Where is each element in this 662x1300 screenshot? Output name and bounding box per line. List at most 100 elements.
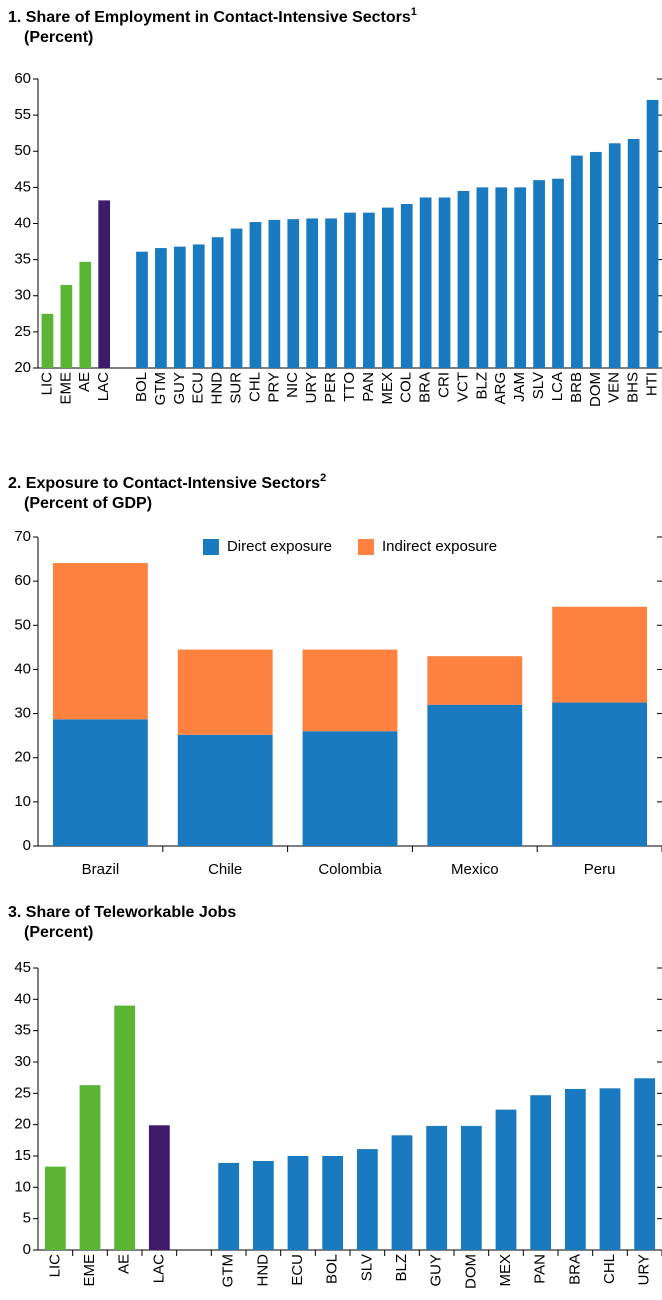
title-note: 1 (411, 6, 417, 18)
x-tick-label: MEX (379, 372, 396, 405)
bar-segment (52, 563, 148, 720)
bar (356, 1149, 378, 1250)
chart: 3. Share of Teleworkable Jobs (Percent) 0 5… (8, 904, 662, 1289)
chart-subtitle: (Percent of GDP) (24, 495, 152, 512)
bar (41, 313, 54, 368)
x-tick-label: Chile (208, 861, 242, 878)
bar (363, 212, 375, 368)
bar (419, 197, 432, 368)
bar (136, 251, 148, 368)
y-tick-label: 40 (14, 990, 31, 1007)
bar (98, 200, 111, 368)
bar (599, 1088, 621, 1250)
x-tick-label: SUR (228, 372, 245, 404)
x-tick-label: BRB (568, 372, 585, 403)
bar (495, 187, 508, 368)
x-tick-label: SLV (530, 372, 547, 399)
legend-label: Direct exposure (227, 538, 332, 555)
title-text: 3. Share of Teleworkable Jobs (8, 904, 236, 921)
x-tick-label: NIC (284, 372, 301, 398)
x-tick-label: BLZ (393, 1254, 410, 1282)
x-tick-label: PER (322, 372, 339, 403)
x-tick-label: CHL (246, 372, 263, 402)
y-tick-label: 60 (14, 572, 31, 589)
legend-swatch (202, 539, 219, 555)
x-tick-label: URY (303, 372, 320, 403)
legend: Direct exposure Indirect exposure (202, 538, 497, 555)
bar (533, 180, 545, 368)
x-tick-label: BOL (133, 372, 150, 402)
y-tick-label: 20 (14, 749, 31, 766)
x-tick-label: Peru (584, 861, 616, 878)
bar-segment (427, 704, 523, 846)
bar (287, 1156, 309, 1250)
bar (287, 219, 300, 368)
y-tick-label: 45 (14, 178, 31, 195)
x-tick-label: LAC (95, 372, 112, 401)
x-tick-label: Brazil (82, 861, 120, 878)
bar (400, 203, 413, 368)
chart: 2. Exposure to Contact-Intensive Sectors… (8, 472, 662, 878)
bar (646, 99, 659, 368)
bar (457, 190, 470, 368)
bar (564, 1088, 586, 1250)
bar (322, 1156, 344, 1250)
x-tick-label: TTO (341, 372, 358, 402)
y-tick-label: 50 (14, 142, 31, 159)
bar-segment (177, 734, 273, 846)
bar (60, 284, 73, 368)
y-tick-label: 30 (14, 705, 31, 722)
x-tick-label: Mexico (451, 861, 499, 878)
bar (249, 222, 262, 368)
x-tick-label: BRA (417, 372, 434, 403)
bar (476, 187, 489, 368)
x-tick-label: BLZ (473, 372, 490, 400)
y-tick-label: 10 (14, 793, 31, 810)
y-tick-label: 35 (14, 1022, 31, 1039)
x-tick-label: Colombia (318, 861, 382, 878)
x-tick-label: EME (57, 372, 74, 405)
y-tick-label: 60 (14, 70, 31, 87)
bar (344, 212, 356, 368)
y-tick-label: 50 (14, 616, 31, 633)
y-tick-label: 30 (14, 287, 31, 304)
x-tick-label: ECU (289, 1254, 306, 1286)
chart-subtitle: (Percent) (24, 29, 93, 46)
bar (426, 1125, 448, 1250)
bar (306, 218, 319, 368)
bar (438, 197, 451, 368)
y-tick-label: 45 (14, 959, 31, 976)
bar (514, 187, 527, 368)
bar (381, 207, 394, 368)
bar (148, 1125, 170, 1250)
bar (589, 151, 602, 368)
bar (114, 1005, 136, 1250)
x-tick-label: GTM (152, 372, 169, 405)
chart: 1. Share of Employment in Contact-Intens… (8, 6, 662, 407)
bar (155, 248, 167, 368)
x-tick-label: CHL (601, 1254, 618, 1284)
y-tick-label: 25 (14, 1084, 31, 1101)
x-tick-label: LIC (38, 372, 55, 396)
x-tick-label: PRY (265, 372, 282, 403)
x-tick-label: GUY (428, 1254, 445, 1287)
x-tick-label: ECU (190, 372, 207, 404)
y-tick-label: 0 (23, 837, 31, 854)
x-tick-label: HND (209, 372, 226, 405)
x-tick-label: COL (398, 372, 415, 403)
x-tick-label: BOL (324, 1254, 341, 1284)
bar (230, 228, 243, 368)
x-tick-label: DOM (462, 1254, 479, 1289)
x-tick-label: CRI (436, 372, 453, 398)
chart-title: 2. Exposure to Contact-Intensive Sectors… (8, 472, 326, 492)
y-tick-label: 30 (14, 1053, 31, 1070)
title-text: 1. Share of Employment in Contact-Intens… (8, 9, 411, 26)
x-tick-label: ARG (492, 372, 509, 405)
bar-segment (552, 606, 648, 703)
y-tick-label: 40 (14, 660, 31, 677)
legend-label: Indirect exposure (382, 538, 497, 555)
chart-title: 3. Share of Teleworkable Jobs (8, 904, 236, 921)
x-tick-label: SLV (358, 1254, 375, 1281)
x-tick-label: JAM (511, 372, 528, 402)
bar (44, 1166, 66, 1250)
